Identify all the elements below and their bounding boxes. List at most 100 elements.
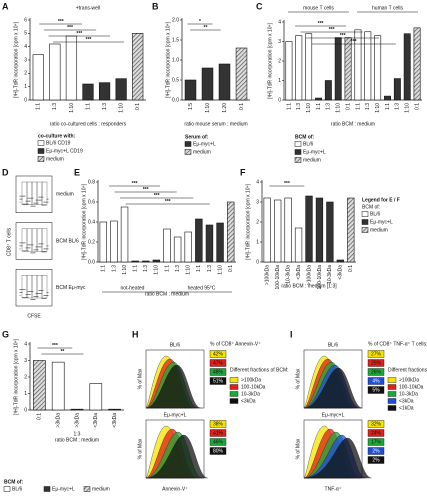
flow-event	[29, 197, 31, 199]
significance-label: ***	[165, 199, 171, 205]
flow-event	[40, 290, 42, 291]
bar	[142, 260, 150, 263]
flow-event	[36, 202, 38, 204]
legend-swatch	[43, 486, 51, 492]
flow-event	[29, 294, 31, 295]
x-tick-label: 1:10	[186, 265, 192, 275]
x-tick-label: 0:1	[414, 103, 420, 110]
percent-box	[367, 438, 385, 446]
percent-label: 4%	[372, 378, 380, 384]
fraction-swatch	[387, 398, 397, 404]
flow-event	[29, 247, 31, 249]
percent-label: 41%	[213, 430, 224, 436]
panel-letter: G	[2, 329, 9, 339]
flow-event	[46, 198, 48, 200]
flow-event	[40, 243, 42, 245]
legend-label: BL/6 CD19	[46, 140, 71, 146]
flow-event	[33, 202, 35, 204]
x-axis-label: ratio BCM : medium [1:3]	[281, 283, 337, 289]
x-tick-label: 1:3	[207, 265, 213, 272]
flow-event	[43, 295, 45, 296]
flow-event	[21, 289, 23, 290]
y-tick-label: 1	[256, 239, 259, 245]
flow-event	[33, 249, 35, 251]
flow-event	[27, 247, 29, 249]
flow-event	[46, 295, 48, 296]
x-tick-label: 1:1	[85, 103, 91, 110]
flow-event	[28, 244, 30, 246]
flow-event	[31, 291, 33, 292]
flow-event	[44, 295, 46, 296]
percent-box	[209, 377, 227, 385]
flow-event	[35, 293, 37, 294]
bar	[294, 227, 303, 263]
flow-event	[21, 198, 23, 200]
fraction-swatch	[387, 384, 397, 390]
percent-box	[209, 447, 227, 455]
percent-label: 26%	[371, 369, 382, 375]
bar	[184, 231, 192, 263]
significance-label: **	[204, 25, 208, 31]
flow-event	[42, 196, 44, 198]
legend-swatch	[294, 141, 302, 147]
bar	[33, 360, 46, 411]
significance-label: ***	[154, 193, 160, 199]
bar	[131, 260, 139, 263]
fraction-swatch	[229, 391, 239, 397]
flow-event	[40, 246, 42, 248]
panel-letter: A	[2, 1, 9, 11]
bar	[173, 236, 182, 263]
legend-swatch	[37, 156, 45, 162]
fraction-swatch	[387, 391, 397, 397]
flow-event	[20, 195, 22, 197]
flow-event	[33, 299, 35, 300]
x-tick-label: 1:1	[164, 265, 170, 272]
fraction-label: >100kDa	[241, 377, 261, 383]
y-tick-label: 2	[24, 71, 27, 77]
bar	[326, 201, 334, 263]
flow-event	[25, 247, 27, 249]
flow-event	[26, 200, 28, 202]
flow-event	[43, 251, 45, 253]
x-tick-label: <3kDa	[296, 265, 302, 280]
flow-event	[30, 291, 32, 292]
y-tick-label: 0	[24, 97, 27, 103]
percent-box	[209, 350, 227, 358]
fraction-label: 100-10kDa	[241, 384, 266, 390]
y-tick-label: 0	[256, 259, 259, 265]
flow-event	[30, 299, 32, 300]
flow-event	[33, 252, 35, 254]
flow-event	[30, 252, 32, 254]
group-label: not-heated	[121, 285, 145, 291]
flow-event	[28, 247, 30, 249]
bar	[152, 259, 161, 263]
x-tick-label: 1:1	[355, 103, 361, 110]
bar	[324, 80, 332, 101]
x-tick-label: 1:1	[316, 103, 322, 110]
flow-event	[22, 297, 24, 298]
x-axis-label: ratio BCM : medium	[145, 291, 189, 297]
flow-plot	[15, 222, 53, 260]
flow-event	[47, 295, 49, 296]
bar	[374, 35, 382, 101]
y-axis-label: [³H]-TdR incorporation [cpm x 10⁴]	[267, 22, 273, 99]
flow-event	[29, 244, 31, 246]
y-tick-label: 1.5	[172, 37, 179, 43]
bar	[205, 224, 214, 263]
flow-event	[19, 198, 21, 200]
y-axis-label: [³H]-TdR incorporation [cpm x 10⁴]	[81, 183, 87, 260]
flow-event	[27, 244, 29, 246]
panel-letter: I	[290, 329, 293, 339]
y-tick-label: 0.6	[88, 199, 95, 205]
gate	[41, 181, 48, 205]
x-tick-label: 1:3	[52, 103, 58, 110]
significance-label: ***	[351, 39, 357, 45]
flow-event	[47, 292, 49, 293]
flow-event	[45, 251, 47, 253]
flow-event	[25, 297, 27, 298]
y-tick-label: 4	[24, 44, 27, 50]
x-tick-label: 1:1	[196, 265, 202, 272]
flow-event	[35, 296, 37, 297]
legend-swatch	[37, 148, 45, 154]
